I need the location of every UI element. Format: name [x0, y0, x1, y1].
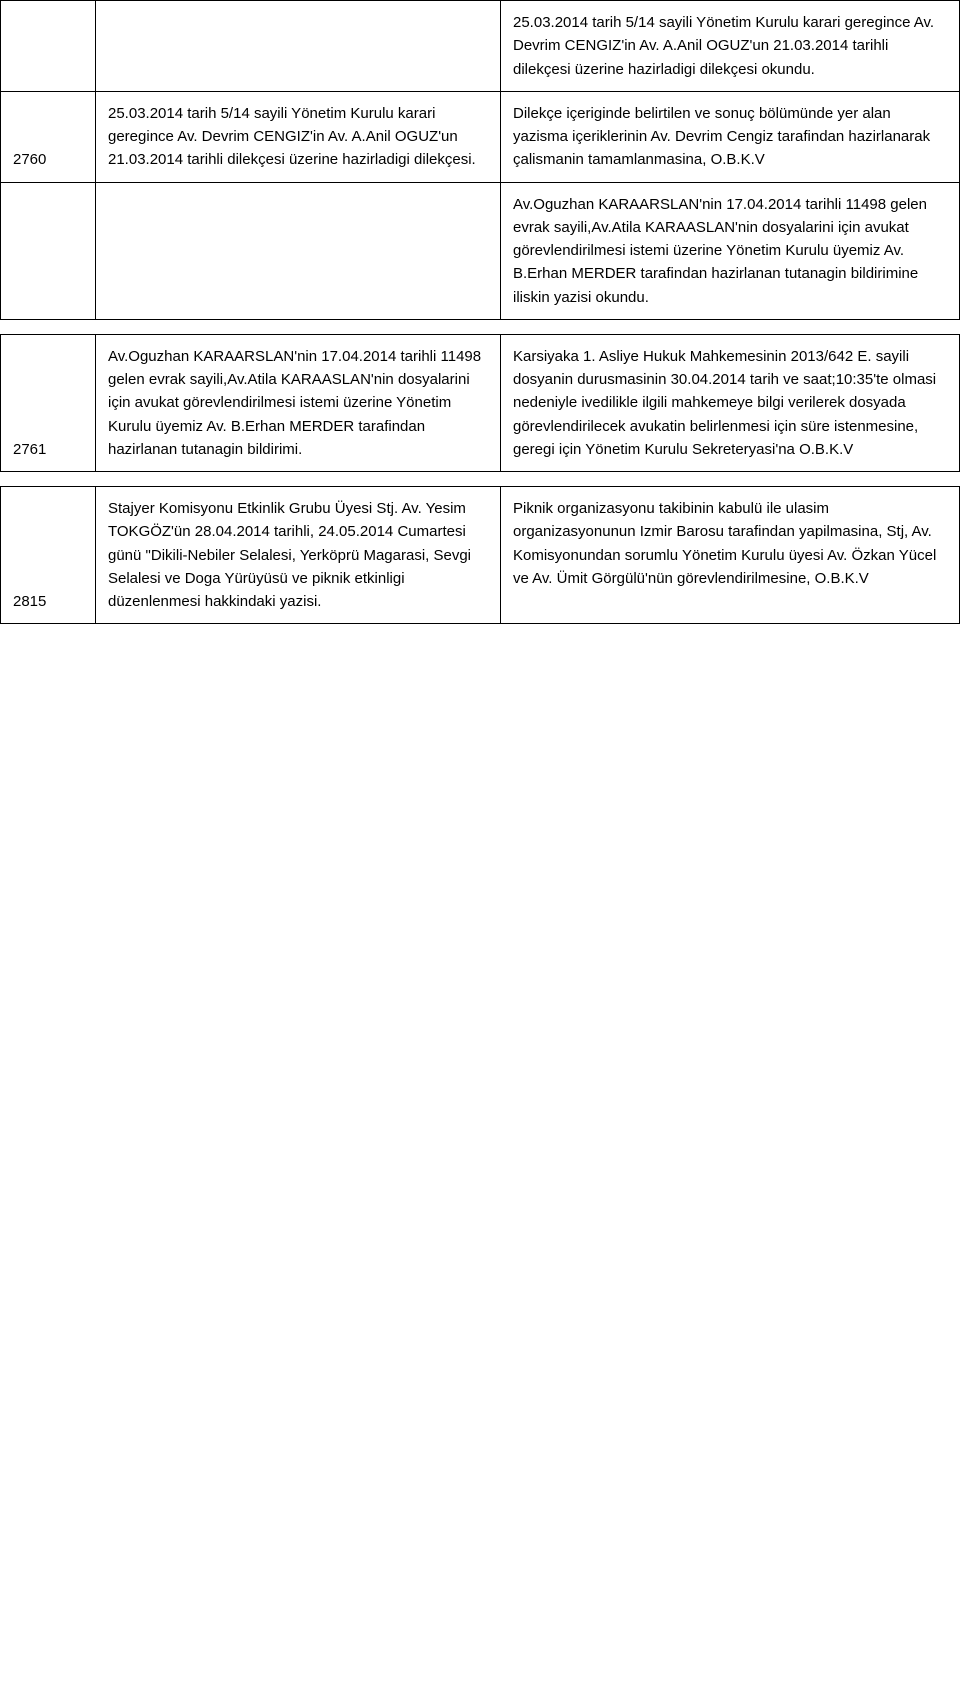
- row-id-cell: [1, 182, 96, 319]
- row-right-cell: Karsiyaka 1. Asliye Hukuk Mahkemesinin 2…: [501, 334, 960, 471]
- row-id-cell: 2815: [1, 487, 96, 624]
- row-id-cell: 2760: [1, 91, 96, 182]
- row-mid-cell: [96, 182, 501, 319]
- row-right-cell: Av.Oguzhan KARAARSLAN'nin 17.04.2014 tar…: [501, 182, 960, 319]
- row-mid-cell: 25.03.2014 tarih 5/14 sayili Yönetim Kur…: [96, 91, 501, 182]
- row-mid-cell: [96, 1, 501, 92]
- row-id-cell: 2761: [1, 334, 96, 471]
- row-mid-cell: Stajyer Komisyonu Etkinlik Grubu Üyesi S…: [96, 487, 501, 624]
- row-right-cell: Piknik organizasyonu takibinin kabulü il…: [501, 487, 960, 624]
- row-right-cell: 25.03.2014 tarih 5/14 sayili Yönetim Kur…: [501, 1, 960, 92]
- row-right-cell: Dilekçe içeriginde belirtilen ve sonuç b…: [501, 91, 960, 182]
- document-table: 25.03.2014 tarih 5/14 sayili Yönetim Kur…: [0, 0, 960, 624]
- spacer-row: [1, 472, 960, 487]
- table-row: 2760 25.03.2014 tarih 5/14 sayili Yöneti…: [1, 91, 960, 182]
- table-row: 2815 Stajyer Komisyonu Etkinlik Grubu Üy…: [1, 487, 960, 624]
- table-row: Av.Oguzhan KARAARSLAN'nin 17.04.2014 tar…: [1, 182, 960, 319]
- table-row: 25.03.2014 tarih 5/14 sayili Yönetim Kur…: [1, 1, 960, 92]
- spacer-row: [1, 319, 960, 334]
- row-id-cell: [1, 1, 96, 92]
- row-mid-cell: Av.Oguzhan KARAARSLAN'nin 17.04.2014 tar…: [96, 334, 501, 471]
- table-row: 2761 Av.Oguzhan KARAARSLAN'nin 17.04.201…: [1, 334, 960, 471]
